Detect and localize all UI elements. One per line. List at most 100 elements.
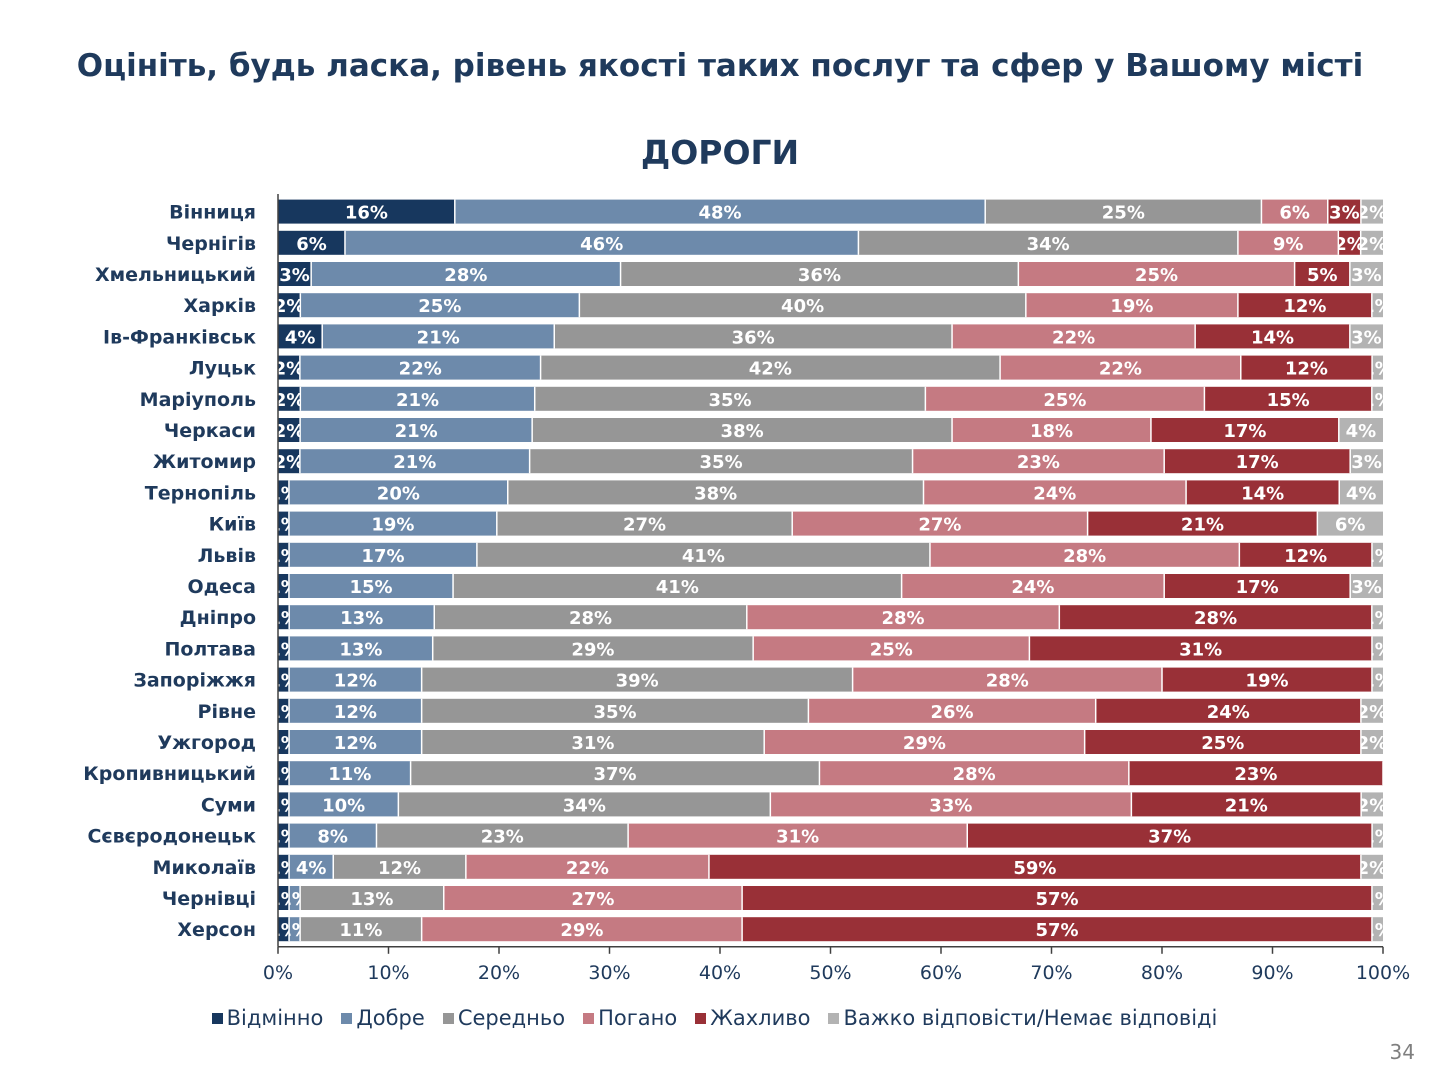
data-label: 25% (1043, 390, 1086, 411)
data-label: 28% (953, 764, 996, 785)
bar-segment-важко-відповісти-немає-відповіді (1360, 230, 1383, 255)
x-tick-label: 70% (1030, 962, 1072, 984)
data-label: 39% (616, 671, 659, 692)
bar-segment-добре (299, 449, 530, 474)
data-label: 1% (1362, 827, 1393, 848)
data-label: 4% (285, 327, 316, 348)
bar-segment-відмінно (278, 823, 289, 848)
data-label: 5% (1307, 265, 1338, 286)
bar-segment-важко-відповісти-немає-відповіді (1371, 667, 1383, 692)
data-label: 6% (1335, 515, 1366, 536)
bar-segment-добре (322, 324, 555, 349)
bar-segment-середньо (421, 730, 765, 754)
bar-segment-добре (300, 293, 580, 318)
bar-segment-жахливо (1327, 199, 1361, 224)
bar-segment-погано (929, 542, 1240, 567)
data-label: 1% (268, 483, 299, 504)
data-label: 21% (393, 452, 436, 473)
bar-segment-погано (912, 449, 1165, 474)
bar-segment-відмінно (278, 324, 323, 349)
data-label: 1% (268, 733, 299, 754)
data-label: 2% (1357, 702, 1388, 723)
bar-segment-добре (289, 542, 477, 567)
bar-segment-важко-відповісти-немає-відповіді (1349, 262, 1383, 286)
data-label: 59% (1013, 858, 1056, 879)
data-label: 1% (1362, 296, 1393, 317)
data-label: 1% (268, 858, 299, 879)
legend-label: Середньо (457, 1006, 566, 1030)
data-label: 27% (623, 515, 666, 536)
legend-swatch (341, 1012, 353, 1024)
bar-segment-відмінно (278, 730, 290, 754)
bar-segment-добре (289, 698, 422, 723)
data-label: 41% (682, 546, 725, 567)
bar-segment-добре (300, 386, 535, 411)
data-label: 11% (339, 920, 382, 941)
data-label: 48% (698, 203, 741, 224)
bar-segment-погано (808, 698, 1096, 723)
legend-label: Жахливо (710, 1006, 811, 1030)
data-label: 1% (268, 608, 299, 629)
data-label: 2% (1357, 733, 1388, 754)
data-label: 28% (1063, 546, 1106, 567)
bar-segment-жахливо (1186, 480, 1340, 505)
bar-segment-жахливо (1240, 355, 1373, 380)
data-label: 23% (1017, 452, 1060, 473)
bar-segment-жахливо (1294, 262, 1350, 286)
legend-swatch (828, 1012, 840, 1024)
data-label: 2% (1357, 203, 1388, 224)
data-label: 12% (334, 671, 377, 692)
data-label: 1% (268, 827, 299, 848)
bar-segment-погано (925, 386, 1205, 411)
stacked-bar-chart: Вінниця 16% 48% 25% 6% 3%2%Чернігів 6% 46% 34% 9%… (83, 194, 1410, 984)
bar-segment-середньо (507, 480, 924, 505)
bar-segment-добре (288, 480, 508, 505)
bar-segment-важко-відповісти-немає-відповіді (1371, 636, 1383, 661)
bar-segment-середньо (300, 917, 422, 942)
bar-segment-добре (289, 730, 422, 754)
data-label: 36% (798, 265, 841, 286)
category-label: Чернігів (166, 233, 256, 255)
data-label: 22% (1099, 359, 1142, 380)
bar-segment-відмінно (278, 698, 290, 723)
category-label: Ужгород (157, 732, 256, 754)
bar-segment-відмінно (278, 449, 300, 474)
data-label: 1% (268, 764, 299, 785)
data-label: 1% (279, 889, 310, 910)
bar-segment-важко-відповісти-немає-відповіді (1360, 854, 1383, 879)
bar-segment-відмінно (278, 355, 300, 380)
bar-segment-відмінно (278, 511, 289, 536)
bar-segment-важко-відповісти-немає-відповіді (1371, 886, 1383, 910)
bar-segment-важко-відповісти-немає-відповіді (1371, 386, 1383, 411)
data-label: 11% (328, 764, 371, 785)
bar-segment-середньо (620, 262, 1019, 286)
data-label: 1% (1362, 671, 1393, 692)
data-label: 57% (1035, 889, 1078, 910)
x-tick-label: 30% (588, 962, 630, 984)
data-label: 1% (268, 577, 299, 598)
category-label: Сєвєродонецьк (87, 826, 256, 848)
data-label: 35% (700, 452, 743, 473)
bar-segment-важко-відповісти-немає-відповіді (1372, 355, 1383, 380)
category-label: Харків (183, 295, 256, 317)
data-label: 41% (656, 577, 699, 598)
bar-segment-добре (288, 574, 454, 598)
bar-segment-середньо (476, 542, 930, 567)
data-label: 1% (268, 920, 299, 941)
bar-segment-важко-відповісти-немає-відповіді (1371, 293, 1383, 318)
data-label: 31% (776, 827, 819, 848)
x-tick-label: 50% (809, 962, 851, 984)
bar-segment-погано (852, 667, 1162, 692)
bar-segment-добре (289, 636, 433, 661)
data-label: 12% (1284, 546, 1327, 567)
bar-segment-відмінно (278, 917, 290, 942)
bar-segment-погано (421, 917, 743, 942)
x-tick-label: 100% (1356, 962, 1410, 984)
category-label: Запоріжжя (133, 670, 256, 692)
data-label: 16% (345, 203, 388, 224)
legend-item: Відмінно (211, 1006, 323, 1030)
data-label: 17% (361, 546, 404, 567)
bar-segment-погано (753, 636, 1030, 661)
data-label: 22% (566, 858, 609, 879)
bar-segment-добре (288, 511, 497, 536)
